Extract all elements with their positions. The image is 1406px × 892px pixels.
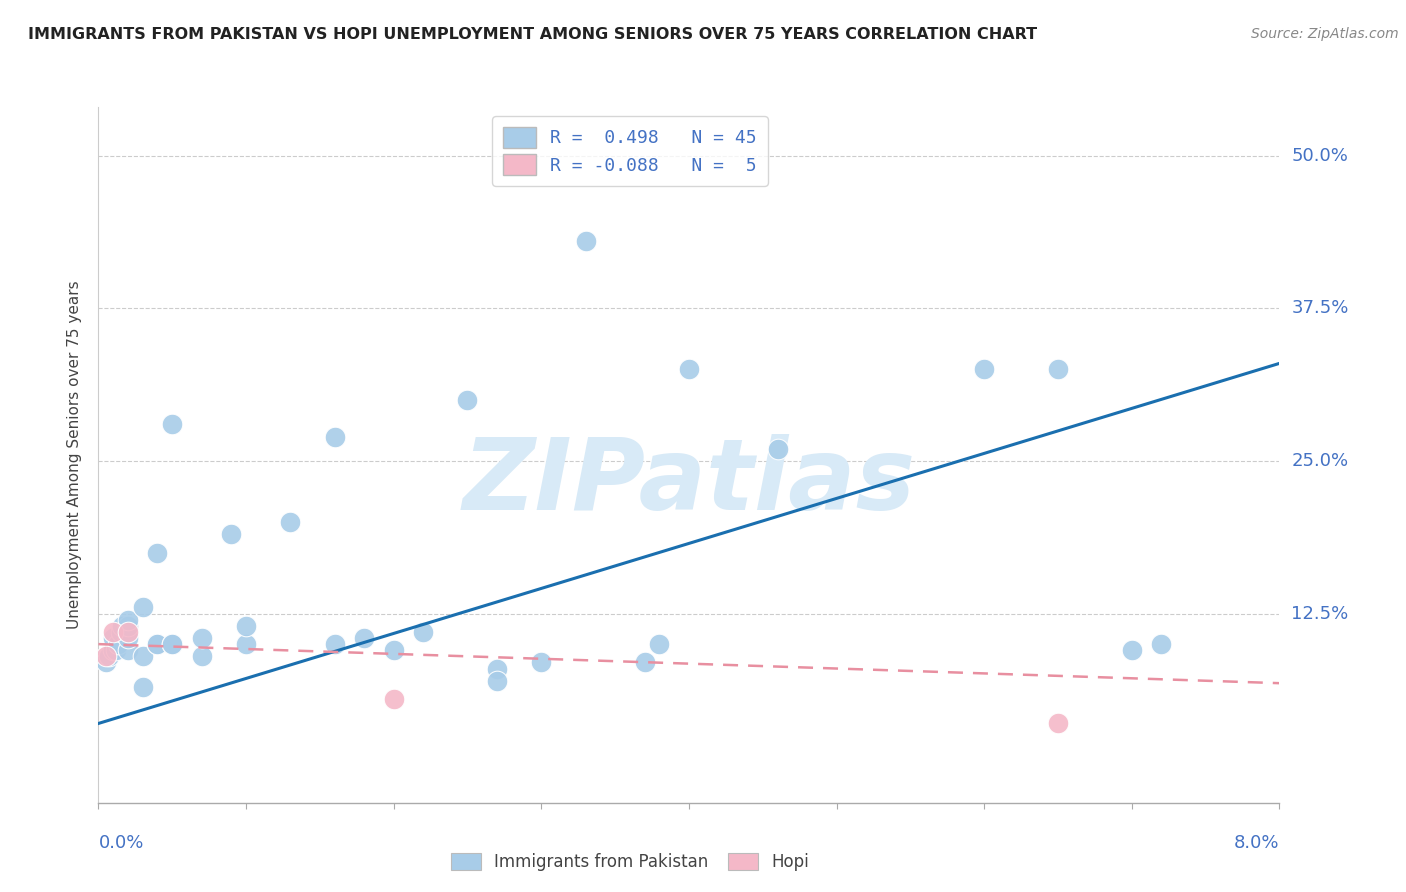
Point — [353, 631, 375, 645]
Point — [162, 637, 183, 651]
Point — [117, 631, 139, 645]
Text: ZIPatlas: ZIPatlas — [463, 434, 915, 532]
Text: 12.5%: 12.5% — [1291, 605, 1348, 623]
Point — [94, 649, 117, 664]
Point — [219, 527, 242, 541]
Text: 0.0%: 0.0% — [98, 834, 143, 852]
Point — [117, 624, 139, 639]
Text: 37.5%: 37.5% — [1291, 300, 1348, 318]
Point — [633, 656, 655, 670]
Point — [530, 656, 553, 670]
Point — [678, 362, 700, 376]
Point — [132, 600, 155, 615]
Text: 50.0%: 50.0% — [1291, 147, 1348, 165]
Point — [94, 656, 117, 670]
Point — [648, 637, 671, 651]
Point — [382, 692, 405, 706]
Point — [117, 643, 139, 657]
Point — [97, 649, 120, 664]
Point — [485, 661, 508, 675]
Point — [146, 637, 169, 651]
Point — [162, 417, 183, 432]
Point — [485, 673, 508, 688]
Point — [103, 624, 124, 639]
Y-axis label: Unemployment Among Seniors over 75 years: Unemployment Among Seniors over 75 years — [67, 281, 83, 629]
Point — [766, 442, 789, 456]
Point — [235, 619, 257, 633]
Point — [1046, 716, 1069, 731]
Point — [412, 624, 434, 639]
Text: IMMIGRANTS FROM PAKISTAN VS HOPI UNEMPLOYMENT AMONG SENIORS OVER 75 YEARS CORREL: IMMIGRANTS FROM PAKISTAN VS HOPI UNEMPLO… — [28, 27, 1038, 42]
Legend: Immigrants from Pakistan, Hopi: Immigrants from Pakistan, Hopi — [444, 847, 815, 878]
Point — [146, 637, 169, 651]
Point — [456, 392, 478, 407]
Point — [235, 637, 257, 651]
Point — [1150, 637, 1173, 651]
Point — [103, 643, 124, 657]
Point — [973, 362, 995, 376]
Point — [278, 515, 301, 529]
Point — [574, 235, 596, 249]
Point — [146, 545, 169, 559]
Point — [105, 643, 128, 657]
Point — [323, 637, 346, 651]
Text: 8.0%: 8.0% — [1234, 834, 1279, 852]
Point — [103, 631, 124, 645]
Point — [162, 637, 183, 651]
Point — [132, 680, 155, 694]
Point — [191, 631, 214, 645]
Text: 25.0%: 25.0% — [1291, 452, 1348, 470]
Point — [117, 619, 139, 633]
Point — [110, 624, 132, 639]
Point — [117, 613, 139, 627]
Text: Source: ZipAtlas.com: Source: ZipAtlas.com — [1251, 27, 1399, 41]
Point — [191, 649, 214, 664]
Point — [107, 637, 129, 651]
Point — [1046, 362, 1069, 376]
Point — [323, 429, 346, 443]
Point — [132, 649, 155, 664]
Point — [111, 619, 134, 633]
Point — [1121, 643, 1143, 657]
Point — [382, 643, 405, 657]
